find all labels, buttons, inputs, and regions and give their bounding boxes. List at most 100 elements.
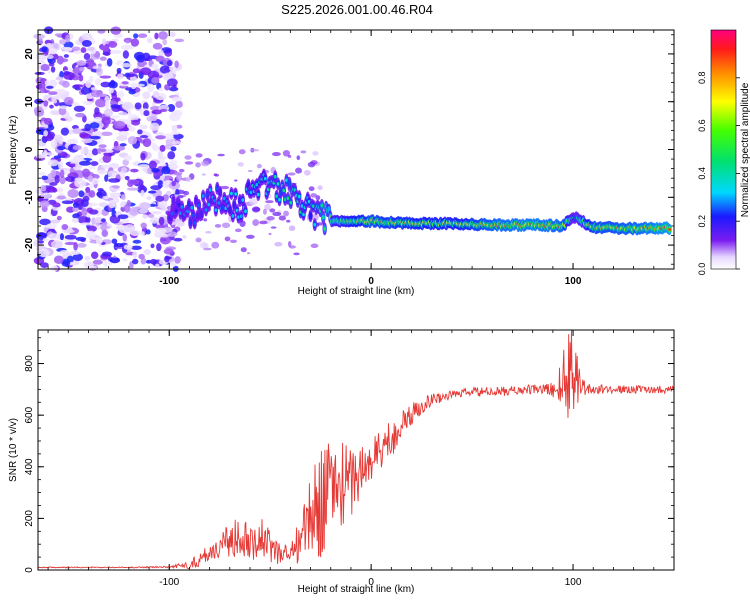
noise-speckle [158, 216, 165, 226]
noise-speckle [228, 215, 232, 223]
noise-speckle [100, 131, 113, 137]
noise-speckle [81, 207, 88, 217]
noise-speckle [74, 87, 82, 91]
noise-speckle [79, 131, 89, 138]
noise-speckle [46, 186, 57, 193]
noise-speckle [78, 74, 84, 82]
noise-speckle [61, 223, 69, 230]
signal-core [204, 208, 208, 212]
noise-speckle [75, 236, 87, 241]
noise-speckle [46, 54, 54, 59]
noise-speckle [160, 156, 168, 160]
noise-speckle [159, 65, 171, 74]
noise-speckle [117, 214, 129, 220]
noise-speckle [173, 171, 183, 176]
noise-speckle [73, 84, 84, 88]
noise-speckle [35, 232, 47, 241]
colorbar-tick-label: 0.8 [697, 72, 707, 85]
noise-speckle [107, 170, 117, 178]
noise-speckle [119, 143, 127, 147]
noise-speckle [151, 142, 157, 150]
noise-speckle [160, 163, 167, 167]
noise-speckle [43, 149, 48, 157]
noise-speckle [81, 138, 93, 144]
colorbar-tick-label: 0.0 [697, 263, 707, 276]
noise-speckle [72, 128, 83, 135]
noise-speckle [214, 224, 222, 228]
noise-speckle [169, 112, 181, 122]
signal-body [287, 179, 292, 188]
noise-speckle [99, 56, 107, 61]
noise-speckle [101, 229, 109, 238]
noise-speckle [35, 153, 44, 159]
noise-speckle [88, 190, 96, 198]
noise-speckle [128, 114, 140, 121]
y-tick-label: 0 [24, 567, 35, 573]
noise-speckle [48, 233, 61, 240]
noise-speckle [63, 96, 74, 106]
noise-speckle [251, 206, 261, 213]
noise-speckle [272, 211, 282, 217]
noise-speckle [171, 140, 181, 145]
noise-speckle [49, 104, 54, 109]
noise-speckle [256, 163, 262, 169]
noise-speckle [217, 153, 225, 157]
noise-speckle [88, 183, 94, 189]
noise-speckle [73, 241, 78, 251]
noise-speckle [67, 138, 79, 145]
noise-speckle [130, 38, 140, 47]
noise-speckle [67, 188, 79, 198]
y-tick-label: -20 [24, 237, 35, 252]
noise-speckle [72, 206, 79, 212]
noise-speckle [259, 220, 268, 225]
noise-speckle [46, 223, 57, 229]
noise-speckle [114, 120, 126, 129]
noise-speckle [203, 218, 208, 222]
colorbar-tick-label: 0.4 [697, 167, 707, 180]
noise-speckle [282, 149, 291, 157]
noise-speckle [117, 90, 125, 99]
signal-core [189, 221, 192, 225]
signal-core [256, 192, 260, 197]
noise-speckle [57, 160, 64, 170]
signal-core [255, 182, 259, 187]
noise-speckle [95, 238, 103, 245]
noise-speckle [143, 110, 150, 117]
signal-core [205, 192, 209, 197]
noise-speckle [116, 60, 123, 64]
noise-speckle [135, 83, 145, 87]
noise-speckle [201, 173, 206, 176]
signal-core [244, 209, 247, 214]
noise-speckle [49, 182, 58, 186]
noise-speckle [87, 225, 97, 232]
noise-speckle [158, 31, 168, 40]
noise-speckle [229, 239, 238, 244]
noise-speckle [64, 241, 76, 246]
noise-speckle [143, 249, 152, 255]
noise-speckle [123, 155, 132, 161]
noise-speckle [65, 34, 71, 43]
noise-speckle [102, 38, 107, 46]
noise-speckle [264, 203, 271, 211]
noise-speckle [151, 63, 159, 70]
noise-speckle [80, 47, 87, 54]
noise-speckle [34, 108, 45, 117]
noise-speckle [110, 104, 121, 109]
noise-speckle [73, 105, 86, 112]
noise-speckle [269, 208, 276, 213]
noise-speckle [108, 80, 118, 89]
noise-speckle [173, 237, 183, 242]
noise-speckle [120, 167, 128, 173]
noise-speckle [142, 214, 148, 219]
figure-title: S225.2026.001.00.46.R04 [281, 2, 433, 17]
noise-speckle [89, 122, 100, 129]
noise-speckle [40, 185, 47, 192]
noise-speckle [178, 168, 185, 173]
colorbar-tick-label: 0.2 [697, 215, 707, 228]
noise-speckle [86, 58, 95, 66]
noise-speckle [79, 222, 92, 226]
noise-speckle [182, 235, 187, 239]
noise-speckle [63, 229, 75, 233]
noise-speckle [129, 230, 142, 236]
